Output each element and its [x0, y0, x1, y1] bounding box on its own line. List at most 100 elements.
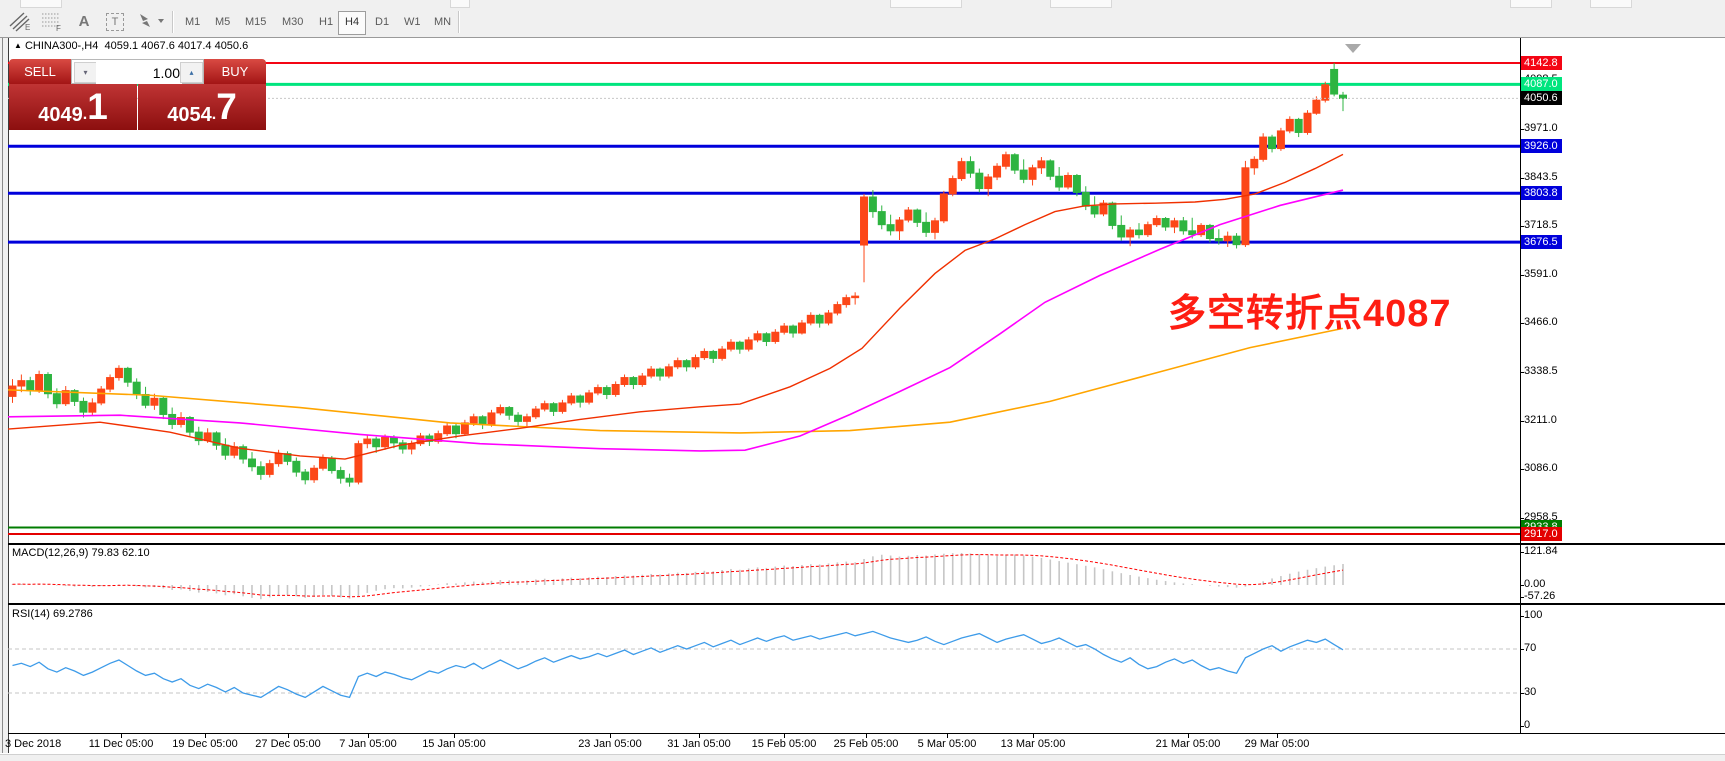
price-tick [1520, 421, 1524, 422]
chart-plot-area[interactable] [8, 52, 1520, 543]
scroll-to-end-marker-icon[interactable] [1345, 44, 1361, 53]
price-tick [1520, 323, 1524, 324]
volume-input[interactable] [96, 61, 182, 84]
price-tick-label: 3466.0 [1524, 316, 1558, 328]
tf-button-h1[interactable]: H1 [319, 16, 334, 28]
date-tick [368, 734, 369, 738]
cut-button [1590, 0, 1632, 8]
date-label: 25 Feb 05:00 [833, 738, 899, 750]
tf-button-m5[interactable]: M5 [215, 16, 231, 28]
price-tick-label: 3591.0 [1524, 268, 1558, 280]
toolbar-separator [172, 11, 174, 33]
price-tick-label: 3211.0 [1524, 414, 1557, 426]
date-label: 11 Dec 05:00 [88, 738, 154, 750]
text-label-tool-icon[interactable]: T [101, 10, 129, 34]
macd-pane[interactable] [8, 546, 1520, 603]
date-tick [121, 734, 122, 738]
price-tick-label: 3971.0 [1524, 122, 1558, 134]
cut-button [450, 0, 470, 8]
one-click-trading-panel: SELL ▾ ▴ BUY 4049.1 4054.7 [9, 59, 266, 130]
arrows-tool-icon[interactable] [132, 10, 168, 34]
price-tick-label: 3718.5 [1524, 219, 1558, 231]
chart-annotation-text: 多空转折点4087 [1168, 293, 1452, 335]
buy-price-dot: . [211, 106, 217, 123]
tf-button-m30[interactable]: M30 [282, 16, 304, 28]
date-tick [947, 734, 948, 738]
price-tick-label: 3338.5 [1524, 365, 1558, 377]
pane-separator[interactable] [8, 543, 1725, 545]
date-label: 23 Jan 05:00 [578, 738, 642, 750]
date-tick [1033, 734, 1034, 738]
pane-separator [8, 733, 1725, 734]
tf-button-mn[interactable]: MN [434, 16, 452, 28]
date-label: 3 Dec 2018 [5, 738, 62, 750]
rsi-pane[interactable] [8, 606, 1520, 733]
price-tick [1520, 275, 1524, 276]
chart-ohlc-values: 4059.1 4067.6 4017.4 4050.6 [104, 40, 249, 52]
date-tick [784, 734, 785, 738]
rsi-tick [1520, 693, 1524, 694]
sell-button[interactable]: SELL [9, 59, 71, 84]
price-tick [1520, 469, 1524, 470]
macd-signal-line [12, 554, 1344, 598]
sell-price-dot: . [82, 106, 88, 123]
sell-price-pip: 1 [87, 86, 108, 127]
price-badge: 4087.0 [1521, 77, 1562, 91]
cut-button [20, 0, 62, 8]
price-tick [1520, 129, 1524, 130]
cut-button [1050, 0, 1112, 8]
price-tick-label: 3843.5 [1524, 171, 1558, 183]
macd-tick-label: 121.84 [1524, 545, 1558, 557]
pane-separator[interactable] [8, 603, 1725, 605]
rsi-tick [1520, 616, 1524, 617]
ma-fast-line [8, 153, 1344, 460]
tf-button-d1[interactable]: D1 [375, 16, 390, 28]
buy-price-pip: 7 [216, 86, 237, 127]
volume-decrease-button[interactable]: ▾ [74, 62, 97, 83]
price-badge: 4142.8 [1521, 56, 1562, 70]
date-tick [205, 734, 206, 738]
date-tick [866, 734, 867, 738]
price-tick [1520, 372, 1524, 373]
tf-button-m1[interactable]: M1 [185, 16, 201, 28]
date-tick [1188, 734, 1189, 738]
date-label: 27 Dec 05:00 [255, 738, 321, 750]
rsi-tick [1520, 726, 1524, 727]
rsi-line [12, 630, 1344, 699]
macd-tick-label: 0.00 [1524, 578, 1546, 590]
macd-tick [1520, 597, 1524, 598]
tf-button-m15[interactable]: M15 [245, 16, 267, 28]
price-tick [1520, 518, 1524, 519]
date-label: 19 Dec 05:00 [172, 738, 238, 750]
equidistant-channel-icon[interactable]: E [6, 10, 34, 34]
volume-box: ▾ ▴ [71, 59, 204, 84]
volume-increase-button[interactable]: ▴ [180, 62, 203, 83]
tf-button-w1[interactable]: W1 [404, 16, 421, 28]
price-badge: 2917.0 [1521, 527, 1562, 541]
macd-tick [1520, 552, 1524, 553]
chart-symbol-label: CHINA300-,H4 [24, 40, 99, 52]
candles-layer [8, 62, 1347, 487]
date-label: 15 Feb 05:00 [751, 738, 817, 750]
line-studies-toolbar: E F A T M1 M5 M15 M30 H1 H4 D1 W1 MN [0, 8, 1725, 38]
date-tick [288, 734, 289, 738]
fibonacci-retracement-icon[interactable]: F [38, 10, 66, 34]
rsi-label: RSI(14) 69.2786 [12, 608, 93, 620]
sell-price-panel[interactable]: 4049.1 [9, 84, 137, 130]
svg-text:E: E [25, 23, 30, 32]
date-tick [454, 734, 455, 738]
buy-price-panel[interactable]: 4054.7 [138, 84, 266, 130]
date-label: 13 Mar 05:00 [1000, 738, 1066, 750]
chart-title: ▲ CHINA300-,H4 4059.1 4067.6 4017.4 4050… [14, 40, 248, 53]
price-tick [1520, 226, 1524, 227]
text-tool-icon[interactable]: A [78, 13, 90, 30]
buy-button[interactable]: BUY [204, 59, 266, 84]
price-tick-label: 3086.0 [1524, 462, 1558, 474]
collapse-triangle-icon[interactable]: ▲ [14, 41, 22, 50]
tf-button-h4[interactable]: H4 [338, 11, 367, 35]
date-label: 15 Jan 05:00 [422, 738, 486, 750]
rsi-tick-label: 70 [1524, 642, 1537, 654]
date-label: 21 Mar 05:00 [1155, 738, 1221, 750]
date-tick [610, 734, 611, 738]
